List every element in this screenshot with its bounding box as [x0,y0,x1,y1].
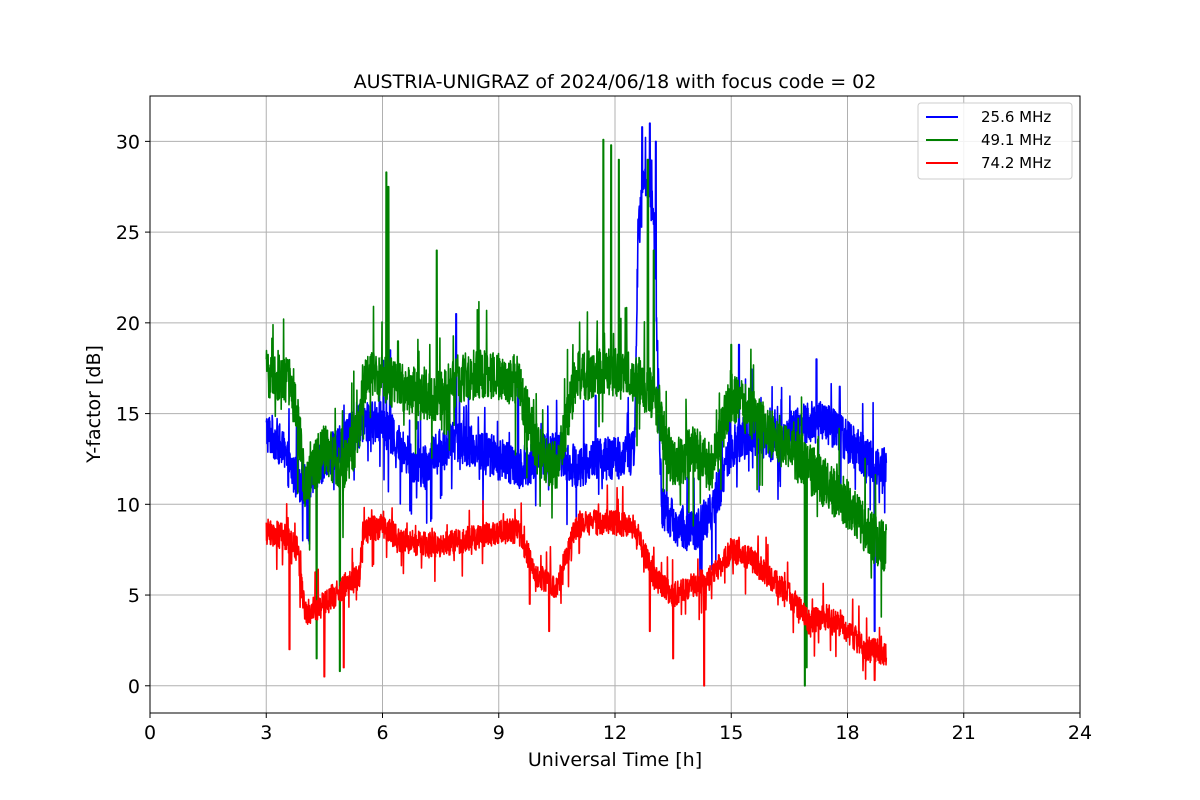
x-tick-label: 0 [144,722,156,744]
chart-title: AUSTRIA-UNIGRAZ of 2024/06/18 with focus… [354,71,877,93]
y-tick-label: 10 [116,494,140,516]
legend-label-25mhz: 25.6 MHz [981,108,1051,126]
series-line-49-1-mhz [265,138,888,687]
y-tick-label: 5 [128,585,140,607]
x-tick-label: 21 [952,722,976,744]
legend: 25.6 MHz 49.1 MHz 74.2 MHz [917,102,1073,180]
x-tick-label: 3 [260,722,272,744]
y-tick-label: 25 [116,222,140,244]
y-tick-label: 0 [128,676,140,698]
x-tick-label: 12 [603,722,627,744]
series-line-74-2-mhz [265,484,888,687]
x-tick-label: 9 [493,722,505,744]
x-tick-label: 18 [835,722,859,744]
x-tick-label: 24 [1068,722,1092,744]
y-ticks: 0 5 10 15 20 25 30 [116,131,150,698]
x-axis-label: Universal Time [h] [528,749,702,771]
y-tick-label: 30 [116,131,140,153]
legend-label-74mhz: 74.2 MHz [981,154,1051,172]
x-tick-label: 15 [719,722,743,744]
y-axis-label: Y-factor [dB] [83,345,105,464]
x-ticks: 0 3 6 9 12 15 18 21 24 [144,713,1092,744]
y-tick-label: 15 [116,404,140,426]
legend-label-49mhz: 49.1 MHz [981,131,1051,149]
series-layer [265,122,888,687]
x-tick-label: 6 [376,722,388,744]
y-tick-label: 20 [116,313,140,335]
